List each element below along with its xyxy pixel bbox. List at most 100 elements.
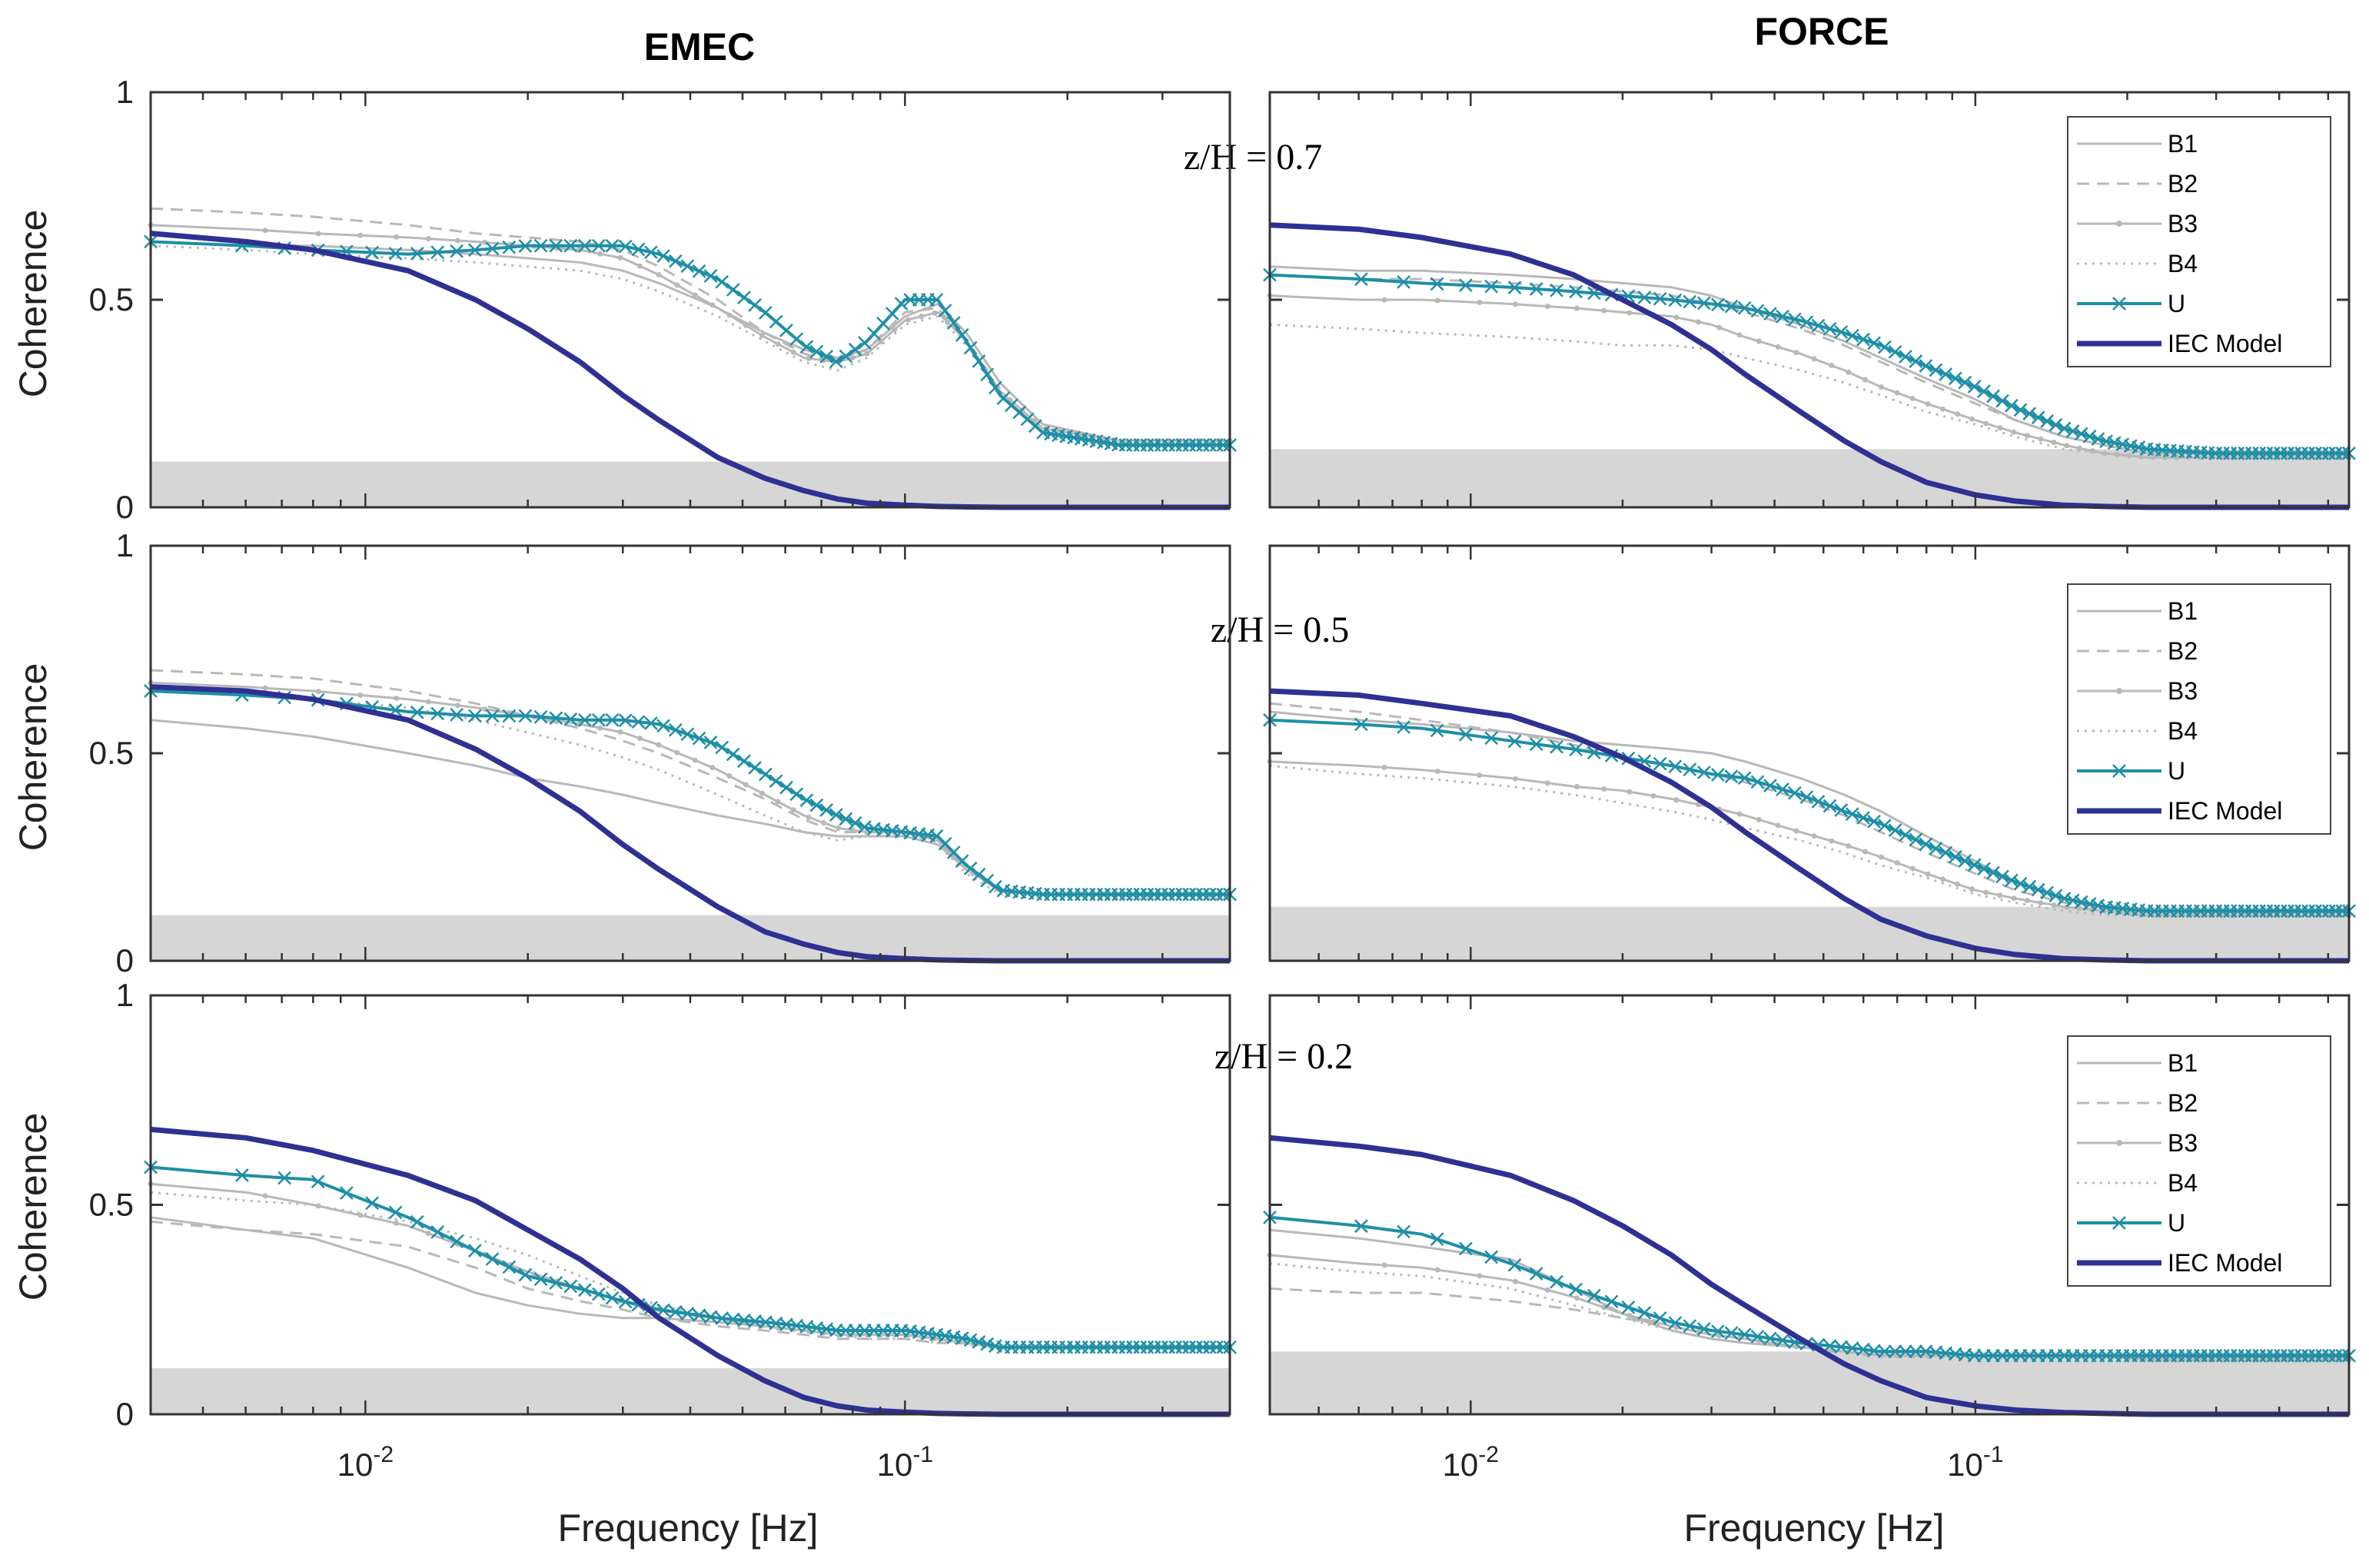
data-point-marker [1919, 837, 1933, 852]
data-point-marker [410, 1214, 424, 1229]
data-point-marker [849, 827, 856, 833]
data-point-marker [668, 1304, 683, 1319]
data-point-marker [2091, 899, 2105, 913]
data-point-marker [1787, 786, 1802, 800]
data-point-marker [829, 354, 843, 368]
data-point-marker [1822, 799, 1837, 813]
data-point-marker [1878, 1344, 1892, 1359]
data-point-marker [1925, 871, 1931, 877]
data-point-marker [605, 238, 620, 253]
data-point-marker [631, 715, 646, 729]
data-point-marker [1967, 380, 1982, 394]
legend-label-u: U [2168, 290, 2185, 317]
chart-panel-4: B1 B2 B3 B4 U IEC Model [1263, 544, 2356, 964]
data-point-marker [1811, 356, 1817, 362]
data-point-marker [1529, 737, 1543, 752]
data-point-marker [703, 1310, 718, 1324]
legend-box [2067, 116, 2331, 367]
row-label-zh-02: z/H = 0.2 [1214, 1036, 1353, 1077]
data-point-marker [1601, 786, 1607, 792]
data-point-marker [963, 1333, 978, 1347]
data-point-marker [737, 1313, 751, 1327]
data-point-marker [2065, 424, 2080, 438]
data-point-marker [1811, 794, 1826, 809]
data-point-marker [1862, 849, 1868, 855]
data-point-marker [715, 740, 729, 755]
y-tick-label: 0 [116, 1396, 134, 1432]
data-point-marker [1550, 1274, 1564, 1289]
series-line-u [1269, 273, 2349, 455]
legend-label-b4: B4 [2168, 717, 2198, 745]
series-line-u [1269, 718, 2349, 913]
y-axis-label-row-2: Coherence [12, 663, 55, 852]
x-tick-label: 10-2 [337, 1442, 394, 1483]
data-point-marker [2107, 436, 2121, 450]
data-point-marker [1834, 325, 1849, 339]
data-point-marker [577, 1283, 592, 1297]
data-point-marker [980, 1337, 995, 1351]
data-point-marker [1216, 438, 1231, 452]
data-point-marker [1775, 344, 1781, 350]
legend-label-b1: B1 [2168, 1049, 2198, 1077]
data-point-marker [518, 239, 533, 253]
data-point-marker [1668, 1316, 1683, 1330]
data-point-marker [894, 297, 909, 311]
x-axis-label-emec: Frequency [Hz] [557, 1507, 818, 1550]
data-point-marker [1737, 301, 1752, 315]
data-point-marker [743, 322, 749, 328]
threshold-band [1270, 449, 2349, 507]
data-point-marker [1829, 363, 1835, 369]
data-point-marker [2031, 882, 2045, 897]
data-point-marker [2321, 904, 2336, 919]
data-point-marker [388, 1205, 403, 1220]
legend: B1 B2 B3 B4 U IEC Model [2067, 583, 2331, 835]
data-point-marker [789, 787, 804, 802]
data-point-marker [1929, 842, 1943, 855]
data-point-marker [454, 238, 460, 244]
series-markers-u [1263, 267, 2356, 460]
data-point-marker [1862, 377, 1868, 383]
data-point-marker [1711, 297, 1725, 312]
data-point-marker [748, 761, 762, 775]
data-point-marker [1736, 332, 1743, 338]
data-point-marker [963, 861, 978, 875]
x-axis-label-force: Frequency [Hz] [1683, 1507, 1944, 1550]
data-point-marker [2150, 454, 2156, 460]
data-point-marker [1550, 739, 1564, 754]
data-point-marker [1878, 340, 1892, 354]
data-point-marker [563, 238, 578, 253]
data-point-marker [819, 349, 834, 364]
series-line-b2 [1269, 702, 2349, 912]
data-point-marker [703, 269, 718, 283]
data-point-marker [618, 1294, 633, 1309]
data-point-marker [1888, 823, 1902, 838]
data-point-marker [1573, 784, 1580, 790]
data-point-marker [2077, 905, 2083, 912]
column-title-emec: EMEC [644, 25, 755, 68]
data-point-marker [759, 306, 772, 320]
data-point-marker [339, 1186, 354, 1200]
data-point-marker [848, 342, 862, 357]
data-point-marker [1626, 1312, 1633, 1318]
data-point-marker [502, 240, 517, 254]
data-point-marker [789, 332, 804, 347]
y-tick-label: 0.5 [89, 735, 134, 771]
data-point-marker [1793, 828, 1799, 834]
y-tick-label: 1 [116, 527, 134, 563]
data-point-marker [2321, 446, 2336, 460]
data-point-marker [680, 259, 695, 274]
data-point-marker [1430, 277, 1444, 291]
data-point-marker [425, 236, 431, 242]
data-point-marker [468, 243, 482, 257]
data-point-marker [636, 736, 643, 742]
data-point-marker [1673, 797, 1680, 803]
data-point-marker [1997, 892, 2003, 899]
chart-panel-6: 10-2 10-1 B1 B2 B3 B4 U IEC Model [1263, 994, 2356, 1483]
data-point-marker [597, 725, 603, 731]
y-tick-label: 0.5 [89, 281, 134, 317]
data-point-marker [430, 1224, 445, 1239]
data-point-marker [743, 782, 749, 788]
data-point-marker [779, 780, 793, 795]
